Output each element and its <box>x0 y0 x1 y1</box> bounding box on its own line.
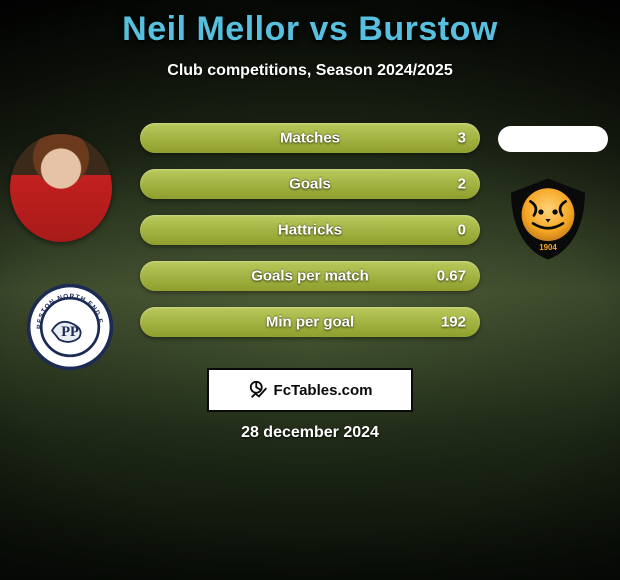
stat-bars: Matches 3 Goals 2 Hattricks 0 Goals per … <box>140 123 480 337</box>
stat-label: Goals <box>289 176 331 193</box>
generated-date: 28 december 2024 <box>0 424 620 442</box>
stat-value: 3 <box>458 130 466 147</box>
club-initials-text: PP <box>61 324 79 340</box>
roundel-icon: PP PRESTON NORTH END F.C. <box>20 282 120 372</box>
stat-bar-goals: Goals 2 <box>140 169 480 199</box>
club-badge-right: 1904 <box>504 175 592 263</box>
club-badge-left: PP PRESTON NORTH END F.C. <box>20 282 120 372</box>
stat-bar-goals-per-match: Goals per match 0.67 <box>140 261 480 291</box>
stat-label: Matches <box>280 130 340 147</box>
page-title: Neil Mellor vs Burstow <box>0 10 620 49</box>
stat-label: Goals per match <box>251 268 369 285</box>
player-photo-left <box>10 134 112 242</box>
page-subtitle: Club competitions, Season 2024/2025 <box>0 62 620 80</box>
player-photo-right-placeholder <box>498 126 608 152</box>
stat-bar-hattricks: Hattricks 0 <box>140 215 480 245</box>
attribution-box[interactable]: FcTables.com <box>207 368 413 412</box>
stat-bar-matches: Matches 3 <box>140 123 480 153</box>
stat-label: Hattricks <box>278 222 342 239</box>
stat-value: 2 <box>458 176 466 193</box>
football-chart-icon <box>248 379 270 401</box>
stat-value: 0.67 <box>437 268 466 285</box>
avatar-placeholder <box>10 134 112 242</box>
stat-value: 192 <box>441 314 466 331</box>
stat-bar-min-per-goal: Min per goal 192 <box>140 307 480 337</box>
attribution-text: FcTables.com <box>274 382 373 399</box>
club-year-text: 1904 <box>539 243 557 252</box>
stat-value: 0 <box>458 222 466 239</box>
stat-label: Min per goal <box>266 314 354 331</box>
shield-icon: 1904 <box>504 175 592 263</box>
